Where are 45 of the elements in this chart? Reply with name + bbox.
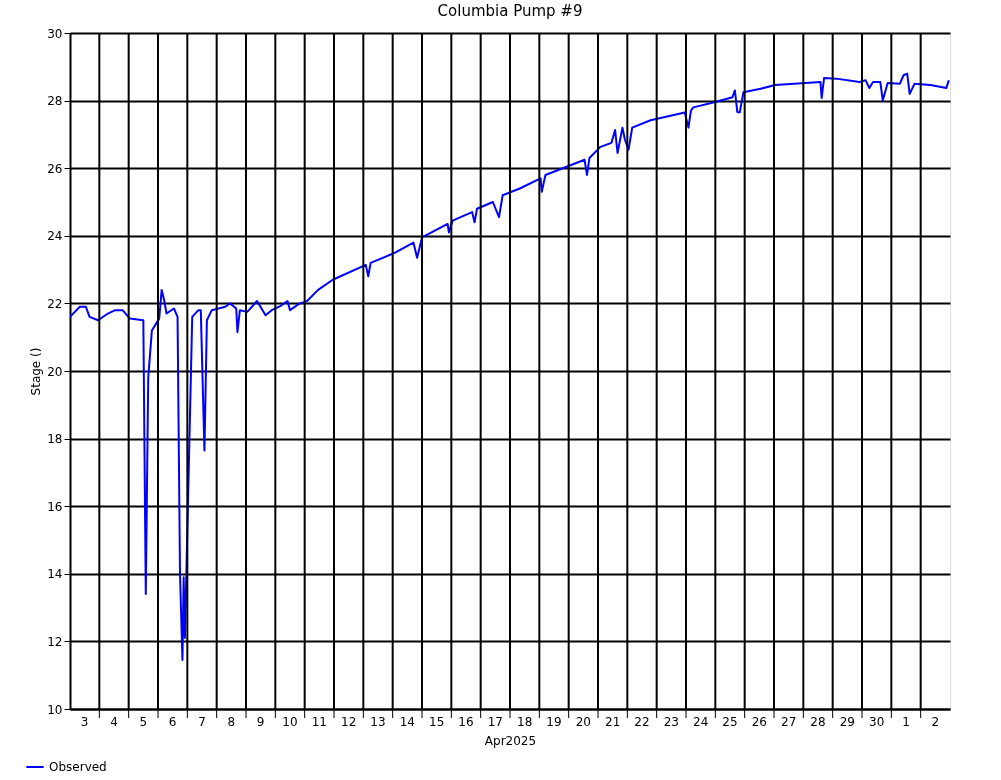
x-tick-label: 13 xyxy=(370,715,386,729)
y-tick-label: 10 xyxy=(47,702,63,717)
x-tick-label: 15 xyxy=(429,715,445,729)
y-tick-label: 24 xyxy=(47,229,63,244)
x-tick-label: 9 xyxy=(256,715,265,729)
x-tick-label: 11 xyxy=(311,715,327,729)
x-tick-label: 4 xyxy=(110,715,118,729)
x-tick-label: 23 xyxy=(663,715,679,729)
y-tick-label: 30 xyxy=(47,26,63,41)
x-tick-label: 2 xyxy=(931,715,940,729)
x-tick-label: 12 xyxy=(341,715,357,729)
x-tick-label: 28 xyxy=(810,715,826,729)
x-tick-label: 21 xyxy=(605,715,621,729)
y-tick-label: 18 xyxy=(47,432,63,447)
x-tick-label: 5 xyxy=(139,715,148,729)
x-axis-title: Apr2025 xyxy=(484,733,537,748)
y-tick-label: 28 xyxy=(47,94,63,109)
legend-label: Observed xyxy=(49,760,107,774)
x-tick-label: 3 xyxy=(80,715,89,729)
x-tick-label: 8 xyxy=(227,715,236,729)
x-tick-label: 30 xyxy=(869,715,885,729)
chart-title: Columbia Pump #9 xyxy=(437,2,583,20)
x-tick-label: 26 xyxy=(751,715,767,729)
x-tick-label: 27 xyxy=(781,715,797,729)
x-tick-label: 18 xyxy=(517,715,533,729)
y-tick-label: 20 xyxy=(47,364,63,379)
x-tick-label: 24 xyxy=(693,715,709,729)
y-tick-label: 12 xyxy=(47,634,63,649)
y-tick-label: 22 xyxy=(47,296,63,311)
x-tick-label: 14 xyxy=(399,715,415,729)
x-tick-label: 7 xyxy=(198,715,206,729)
x-tick-label: 1 xyxy=(902,715,910,729)
x-tick-label: 16 xyxy=(458,715,474,729)
x-tick-label: 22 xyxy=(634,715,650,729)
x-tick-label: 20 xyxy=(575,715,591,729)
y-axis-title: Stage () xyxy=(29,347,44,396)
y-tick-label: 26 xyxy=(47,161,63,176)
x-tick-label: 25 xyxy=(722,715,738,729)
x-tick-label: 17 xyxy=(487,715,503,729)
x-tick-label: 6 xyxy=(168,715,177,729)
y-tick-label: 14 xyxy=(47,567,63,582)
x-tick-label: 19 xyxy=(546,715,562,729)
x-tick-label: 29 xyxy=(839,715,855,729)
y-tick-label: 16 xyxy=(47,499,63,514)
x-tick-label: 10 xyxy=(282,715,298,729)
